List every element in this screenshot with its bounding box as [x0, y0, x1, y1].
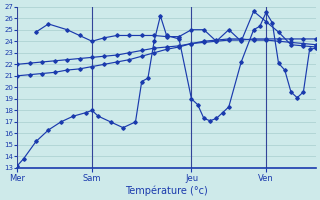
- X-axis label: Température (°c): Température (°c): [125, 185, 208, 196]
